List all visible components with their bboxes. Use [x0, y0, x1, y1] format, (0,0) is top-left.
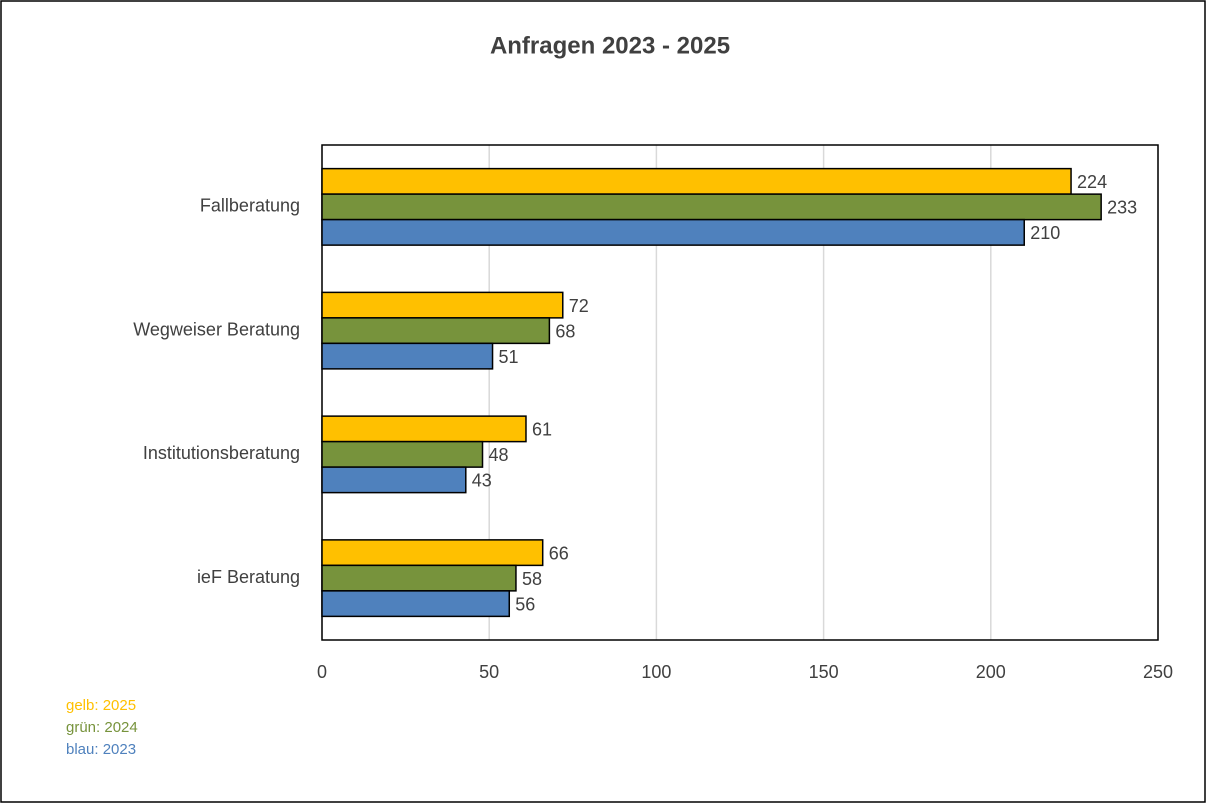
bar — [321, 466, 467, 494]
legend-entry: grün: 2024 — [66, 719, 138, 736]
bar — [321, 440, 484, 468]
data-label: 68 — [555, 321, 575, 341]
bar — [321, 167, 1072, 195]
bar — [321, 590, 511, 618]
data-label: 51 — [499, 347, 519, 367]
y-tick-label: Institutionsberatung — [143, 443, 300, 463]
data-label: 56 — [515, 594, 535, 614]
y-tick-label: ieF Beratung — [197, 567, 300, 587]
y-tick-label: Wegweiser Beratung — [133, 319, 300, 339]
bar — [321, 539, 544, 567]
bar — [321, 317, 551, 345]
x-tick-label: 200 — [976, 662, 1006, 682]
bar — [321, 218, 1025, 246]
x-tick-label: 150 — [809, 662, 839, 682]
bar — [321, 291, 564, 319]
data-label: 48 — [489, 445, 509, 465]
bar — [321, 564, 517, 592]
y-tick-label: Fallberatung — [200, 196, 300, 216]
bar — [321, 342, 494, 370]
x-tick-label: 0 — [317, 662, 327, 682]
data-label: 210 — [1030, 223, 1060, 243]
data-label: 61 — [532, 420, 552, 440]
chart-title: Anfragen 2023 - 2025 — [490, 32, 730, 59]
data-label: 66 — [549, 543, 569, 563]
data-label: 224 — [1077, 172, 1107, 192]
data-label: 43 — [472, 471, 492, 491]
data-label: 72 — [569, 296, 589, 316]
data-label: 233 — [1107, 198, 1137, 218]
bar — [321, 193, 1102, 221]
data-label: 58 — [522, 569, 542, 589]
legend-entry: gelb: 2025 — [66, 697, 136, 714]
plot-border — [321, 144, 1159, 641]
x-tick-label: 100 — [641, 662, 671, 682]
bar — [321, 415, 527, 443]
legend-entry: blau: 2023 — [66, 741, 136, 758]
x-tick-label: 50 — [479, 662, 499, 682]
x-tick-label: 250 — [1143, 662, 1173, 682]
